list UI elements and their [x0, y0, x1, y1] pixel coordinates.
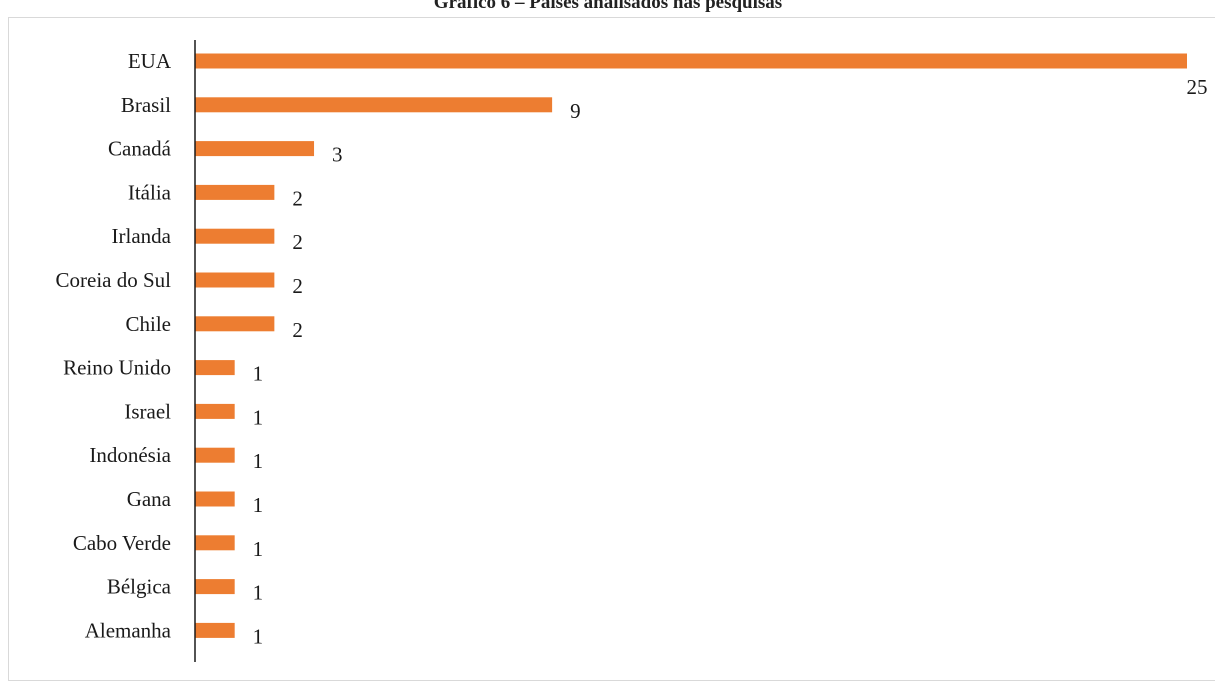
- bar-11: [195, 535, 235, 551]
- category-label: Canadá: [108, 137, 172, 161]
- value-label: 2: [292, 318, 303, 342]
- category-labels: EUA Brasil Canadá Itália Irlanda Coreia do Su…: [56, 49, 172, 642]
- chart-frame: [8, 17, 1215, 681]
- value-label: 1: [253, 449, 264, 473]
- bar-13: [195, 622, 235, 638]
- bar-9: [195, 447, 235, 463]
- value-label: 1: [253, 405, 264, 429]
- category-label: Brasil: [121, 93, 171, 117]
- value-label: 1: [253, 537, 264, 561]
- value-label: 2: [292, 274, 303, 298]
- bar-5: [195, 272, 275, 288]
- category-label: Reino Unido: [63, 356, 171, 380]
- category-label: Indonésia: [89, 443, 171, 467]
- category-label: Chile: [126, 312, 172, 336]
- value-label: 1: [253, 493, 264, 517]
- chart-title: Gráfico 6 – Países analisados nas pesqui…: [433, 0, 783, 13]
- value-labels: 25 9 3 2 2 2 2 1 1 1 1 1 1 1: [253, 75, 1208, 648]
- value-label: 9: [570, 99, 581, 123]
- value-label: 3: [332, 143, 343, 167]
- category-label: Cabo Verde: [73, 531, 171, 555]
- bar-0: [195, 53, 1187, 69]
- category-label: Bélgica: [107, 575, 172, 599]
- value-label: 25: [1187, 75, 1208, 99]
- bar-6: [195, 316, 275, 332]
- value-label: 2: [292, 186, 303, 210]
- category-label: EUA: [128, 49, 172, 73]
- value-label: 1: [253, 362, 264, 386]
- category-label: Gana: [127, 487, 172, 511]
- bar-4: [195, 228, 275, 244]
- category-label: Coreia do Sul: [56, 268, 172, 292]
- bar-1: [195, 97, 553, 113]
- bar-12: [195, 579, 235, 595]
- category-label: Itália: [128, 180, 172, 204]
- category-label: Alemanha: [85, 618, 172, 642]
- value-label: 1: [253, 624, 264, 648]
- bar-10: [195, 491, 235, 507]
- bar-8: [195, 403, 235, 419]
- value-label: 1: [253, 581, 264, 605]
- bars: [195, 53, 1187, 638]
- bar-7: [195, 360, 235, 376]
- category-label: Israel: [124, 399, 171, 423]
- bar-2: [195, 141, 315, 157]
- bar-3: [195, 184, 275, 200]
- category-label: Irlanda: [112, 224, 172, 248]
- value-label: 2: [292, 230, 303, 254]
